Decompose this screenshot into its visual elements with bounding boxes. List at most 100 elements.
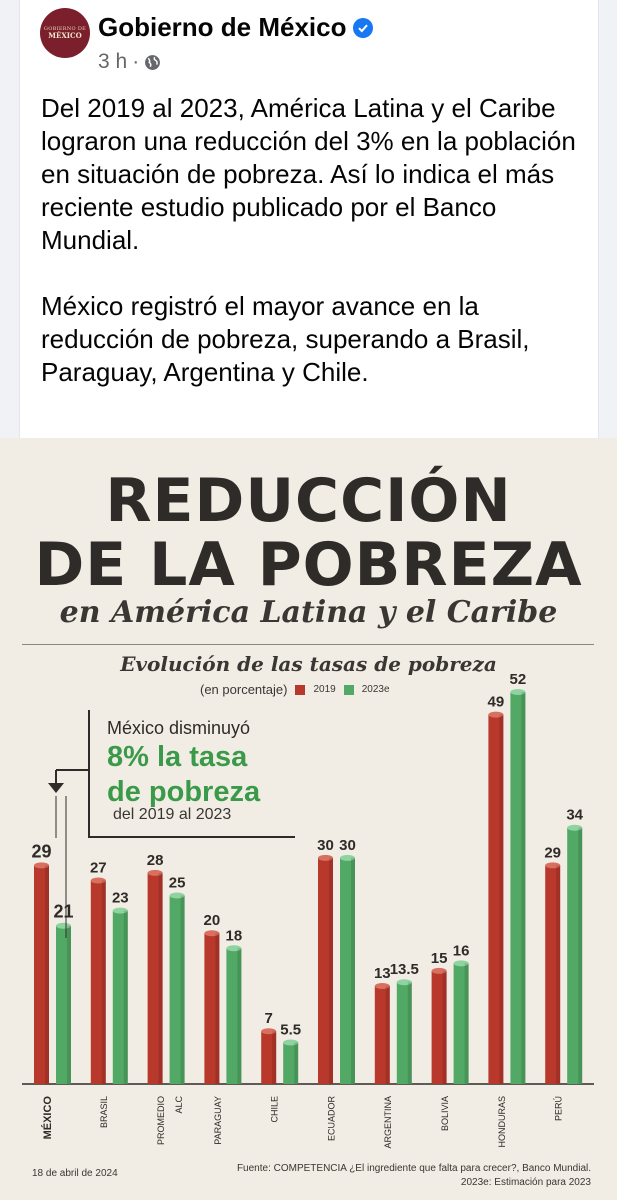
bar-2023e-6 bbox=[396, 982, 412, 1084]
bar-cap-2019-2 bbox=[147, 869, 163, 876]
bar-2023e-3 bbox=[226, 948, 242, 1084]
bar-2023e-2 bbox=[169, 895, 185, 1084]
bar-2019-6 bbox=[374, 986, 390, 1084]
bar-2019-1 bbox=[90, 880, 106, 1084]
legend-label-2019: 2019 bbox=[313, 684, 336, 695]
bar-chart: 29 21 MÉXICO 27 23 BRASIL 28 25 PROMEDIO ALC 20 18 P… bbox=[22, 671, 594, 1149]
bar-cap-2023e-1 bbox=[112, 907, 128, 914]
avatar-line2: MÉXICO bbox=[48, 31, 82, 40]
category-label-4: CHILE bbox=[270, 1096, 280, 1123]
bar-2023e-0 bbox=[56, 925, 71, 1084]
data-label-2019-1: 27 bbox=[90, 859, 107, 876]
infographic-title-line2: DE LA POBREZA bbox=[34, 530, 583, 600]
globe-icon bbox=[145, 54, 161, 70]
category-label-7: BOLIVIA bbox=[440, 1096, 450, 1131]
bar-2019-0 bbox=[34, 865, 49, 1084]
bar-shade-2019-6 bbox=[385, 986, 390, 1084]
post-meta: 3 h · bbox=[98, 50, 161, 74]
data-label-2023e-7: 16 bbox=[453, 942, 470, 959]
category-label-1: BRASIL bbox=[99, 1096, 109, 1128]
data-label-2023e-5: 30 bbox=[339, 837, 356, 854]
bar-cap-2023e-2 bbox=[169, 892, 185, 899]
bar-2023e-1 bbox=[112, 910, 128, 1084]
bar-2019-8 bbox=[488, 714, 504, 1084]
data-label-2023e-2: 25 bbox=[169, 875, 186, 892]
bar-shade-2023e-6 bbox=[407, 982, 412, 1084]
legend-swatch-2019 bbox=[295, 684, 306, 695]
bar-shade-2019-8 bbox=[499, 714, 504, 1084]
bar-cap-2023e-5 bbox=[340, 854, 355, 861]
bar-shade-2019-7 bbox=[442, 970, 447, 1084]
callout-box bbox=[88, 710, 295, 838]
post-time[interactable]: 3 h bbox=[98, 50, 128, 73]
infographic-image[interactable]: REDUCCIÓN DE LA POBREZA en América Latin… bbox=[0, 438, 617, 1200]
bar-2019-7 bbox=[431, 970, 447, 1084]
category-label-0: MÉXICO bbox=[41, 1096, 54, 1140]
data-label-2019-0: 29 bbox=[31, 841, 51, 861]
facebook-post: GOBIERNO DE MÉXICO Gobierno de México 3 … bbox=[19, 0, 599, 438]
callout-line4: del 2019 al 2023 bbox=[113, 806, 232, 823]
bar-cap-2023e-4 bbox=[283, 1039, 299, 1046]
bar-shade-2023e-4 bbox=[294, 1042, 299, 1084]
page-name-text[interactable]: Gobierno de México bbox=[98, 12, 347, 42]
bar-cap-2023e-8 bbox=[510, 689, 526, 695]
bar-2023e-7 bbox=[453, 963, 469, 1084]
infographic-title-line1: REDUCCIÓN bbox=[105, 466, 512, 536]
data-label-2019-5: 30 bbox=[317, 837, 334, 854]
data-label-2019-6: 13 bbox=[374, 965, 391, 982]
data-label-2023e-8: 52 bbox=[510, 671, 527, 688]
bar-shade-2019-9 bbox=[556, 865, 561, 1084]
category-label-2-0: PROMEDIO bbox=[156, 1096, 166, 1145]
bar-2023e-9 bbox=[567, 827, 583, 1084]
unit-label: (en porcentaje) bbox=[200, 682, 288, 697]
page-name[interactable]: Gobierno de México bbox=[98, 12, 373, 43]
bar-2019-5 bbox=[318, 857, 333, 1084]
bar-2019-3 bbox=[204, 933, 220, 1084]
legend-swatch-2023e bbox=[343, 684, 354, 695]
data-label-2023e-9: 34 bbox=[566, 807, 583, 824]
post-paragraph-1: Del 2019 al 2023, América Latina y el Ca… bbox=[41, 93, 576, 255]
chart-title: Evolución de las tasas de pobreza bbox=[120, 652, 497, 676]
category-label-9: PERÚ bbox=[554, 1096, 564, 1121]
category-label-8: HONDURAS bbox=[497, 1096, 507, 1148]
bar-shade-2019-4 bbox=[272, 1031, 277, 1084]
bar-cap-2019-8 bbox=[488, 711, 504, 718]
bar-cap-2019-4 bbox=[261, 1028, 277, 1035]
bar-shade-2023e-2 bbox=[180, 895, 185, 1084]
bar-cap-2023e-7 bbox=[453, 960, 469, 967]
bar-shade-2023e-0 bbox=[67, 925, 71, 1084]
data-label-2019-8: 49 bbox=[488, 694, 505, 711]
bar-cap-2019-0 bbox=[34, 862, 49, 869]
category-label-2-1: ALC bbox=[174, 1096, 184, 1114]
bar-cap-2023e-6 bbox=[396, 979, 412, 986]
bar-cap-2019-6 bbox=[374, 983, 390, 989]
footer-source-block: Fuente: COMPETENCIA ¿El ingrediente que … bbox=[237, 1162, 591, 1190]
bar-shade-2019-1 bbox=[101, 880, 106, 1084]
bar-cap-2019-3 bbox=[204, 930, 220, 937]
bar-shade-2023e-8 bbox=[521, 692, 526, 1084]
post-text: Del 2019 al 2023, América Latina y el Ca… bbox=[41, 92, 586, 422]
data-label-2023e-4: 5.5 bbox=[280, 1022, 301, 1039]
meta-separator: · bbox=[132, 50, 140, 73]
page-avatar[interactable]: GOBIERNO DE MÉXICO bbox=[40, 8, 90, 58]
legend-label-2023e: 2023e bbox=[361, 684, 390, 695]
callout-line2: 8% la tasa bbox=[107, 741, 248, 773]
bar-cap-2019-5 bbox=[318, 854, 333, 861]
avatar-line1: GOBIERNO DE bbox=[43, 26, 87, 32]
bar-cap-2023e-3 bbox=[226, 945, 242, 952]
bar-shade-2019-5 bbox=[329, 857, 333, 1084]
bar-shade-2023e-9 bbox=[578, 827, 583, 1084]
bar-shade-2023e-7 bbox=[464, 963, 469, 1084]
data-label-2019-7: 15 bbox=[431, 950, 448, 967]
bar-shade-2023e-5 bbox=[351, 857, 355, 1084]
footer-note: 2023e: Estimación para 2023 bbox=[460, 1177, 591, 1188]
chart-legend: (en porcentaje) 2019 2023e bbox=[200, 682, 390, 697]
callout-line1: México disminuyó bbox=[107, 718, 251, 738]
category-label-6: ARGENTINA bbox=[383, 1096, 393, 1149]
bar-2023e-5 bbox=[340, 857, 355, 1084]
bar-2019-9 bbox=[545, 865, 561, 1084]
data-label-2023e-3: 18 bbox=[226, 927, 243, 944]
bar-cap-2019-7 bbox=[431, 967, 447, 974]
infographic-subtitle: en América Latina y el Caribe bbox=[59, 595, 558, 630]
footer-source: Fuente: COMPETENCIA ¿El ingrediente que … bbox=[236, 1163, 591, 1174]
